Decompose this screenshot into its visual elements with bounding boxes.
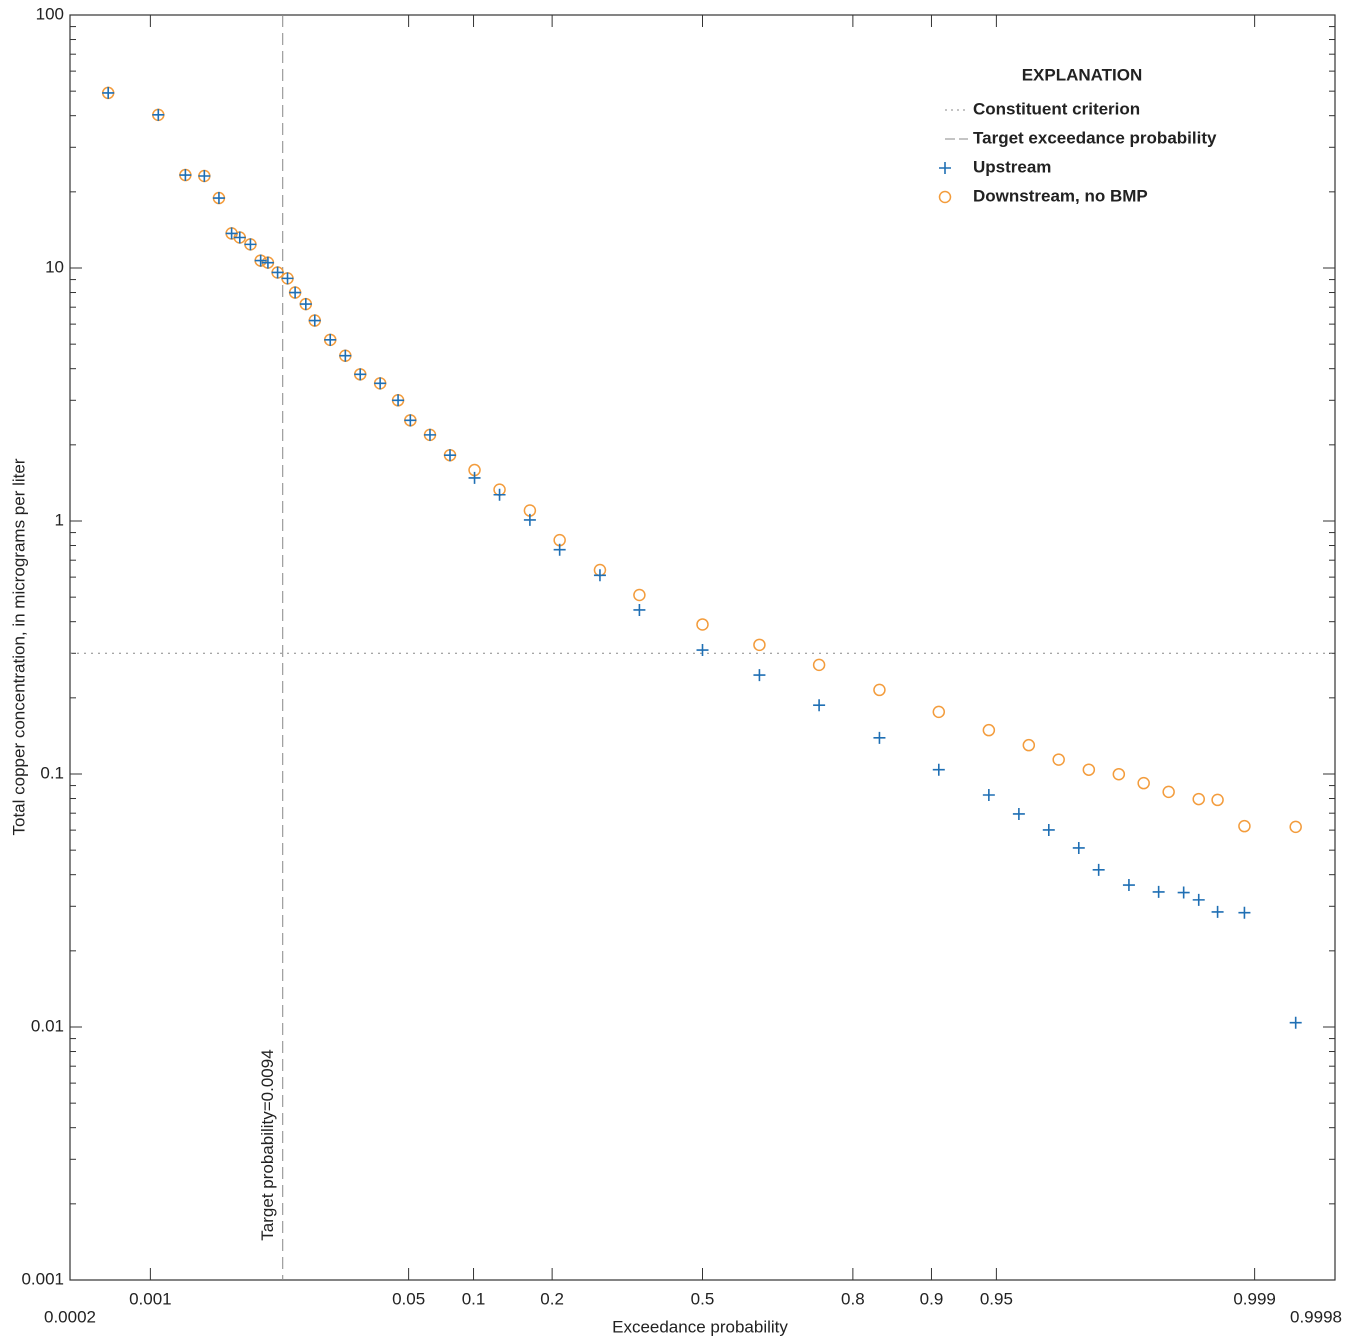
data-point xyxy=(271,266,284,279)
data-point xyxy=(308,314,321,327)
data-point xyxy=(374,377,387,390)
legend-label: Target exceedance probability xyxy=(973,128,1217,147)
data-point xyxy=(813,699,826,712)
data-point xyxy=(254,254,267,267)
data-point xyxy=(1162,785,1175,799)
data-point xyxy=(553,543,566,556)
data-point xyxy=(1137,776,1150,790)
data-point xyxy=(281,272,294,285)
data-point xyxy=(233,231,246,244)
reference-annotation: Target probability=0.0094 xyxy=(258,1049,277,1240)
data-point xyxy=(444,449,457,462)
data-point xyxy=(1289,820,1302,834)
legend-marker xyxy=(938,190,952,204)
data-point xyxy=(225,227,238,240)
y-tick-label: 1 xyxy=(55,510,64,529)
x-tick-label: 0.9 xyxy=(920,1289,944,1308)
data-point xyxy=(212,192,225,205)
data-point xyxy=(102,86,115,99)
data-point xyxy=(812,658,826,672)
data-point xyxy=(261,256,274,269)
data-point xyxy=(932,705,946,719)
data-point xyxy=(982,789,995,802)
x-tick-label: 0.999 xyxy=(1233,1289,1276,1308)
data-point xyxy=(198,170,211,183)
data-point xyxy=(1211,905,1224,918)
data-point xyxy=(593,569,606,582)
data-point xyxy=(289,286,302,299)
data-point xyxy=(468,471,481,484)
data-point xyxy=(1238,906,1251,919)
data-point xyxy=(244,238,257,251)
data-point xyxy=(982,723,996,737)
data-point xyxy=(354,368,367,381)
data-point xyxy=(633,603,646,616)
data-point xyxy=(1112,767,1126,781)
data-point xyxy=(1082,763,1096,776)
data-point xyxy=(873,731,886,744)
legend-marker xyxy=(939,162,951,174)
y-tick-label: 10 xyxy=(45,257,64,276)
data-point xyxy=(423,428,436,441)
x-tick-label: 0.001 xyxy=(129,1289,172,1308)
data-point xyxy=(1052,753,1065,766)
data-point xyxy=(339,349,352,362)
data-point xyxy=(1042,823,1055,836)
data-point xyxy=(152,108,165,121)
x-tick-label: 0.8 xyxy=(841,1289,865,1308)
data-point xyxy=(1177,886,1190,899)
data-point xyxy=(1211,793,1224,807)
data-point xyxy=(753,669,766,682)
data-point xyxy=(1012,807,1025,820)
data-point xyxy=(493,488,506,501)
data-point xyxy=(1238,819,1251,833)
x-axis-label: Exceedance probability xyxy=(612,1317,788,1336)
data-point xyxy=(1152,885,1165,898)
x-tick-label: 0.2 xyxy=(540,1289,564,1308)
data-point xyxy=(696,618,709,631)
x-tick-label: 0.05 xyxy=(392,1289,425,1308)
y-axis-label: Total copper concentration, in microgram… xyxy=(9,458,28,835)
data-point xyxy=(324,333,337,346)
legend-label: Constituent criterion xyxy=(973,99,1140,118)
data-point xyxy=(1022,738,1036,752)
legend-label: Downstream, no BMP xyxy=(973,186,1148,205)
y-tick-label: 100 xyxy=(36,4,64,23)
data-point xyxy=(179,169,192,182)
data-point xyxy=(1092,863,1105,876)
data-point xyxy=(1192,893,1205,906)
data-point xyxy=(404,414,417,427)
data-point xyxy=(932,763,945,776)
data-point xyxy=(523,513,536,526)
data-point xyxy=(633,588,646,602)
x-tick-label: 0.1 xyxy=(462,1289,486,1308)
data-point xyxy=(696,644,709,657)
data-point xyxy=(873,683,886,697)
data-point xyxy=(1072,841,1085,854)
legend-label: Upstream xyxy=(973,157,1051,176)
x-tick-label: 0.95 xyxy=(980,1289,1013,1308)
x-tick-label: 0.9998 xyxy=(1290,1307,1342,1326)
data-point xyxy=(1289,1016,1302,1029)
y-tick-label: 0.1 xyxy=(40,763,64,782)
data-point xyxy=(1192,792,1205,806)
y-tick-label: 0.01 xyxy=(31,1016,64,1035)
legend-title: EXPLANATION xyxy=(1022,65,1143,84)
y-tick-label: 0.001 xyxy=(21,1269,64,1288)
x-tick-label: 0.0002 xyxy=(44,1307,96,1326)
x-tick-label: 0.5 xyxy=(691,1289,715,1308)
data-point xyxy=(299,298,312,311)
data-point xyxy=(753,638,766,652)
data-point xyxy=(1122,879,1135,892)
data-point xyxy=(392,394,405,407)
